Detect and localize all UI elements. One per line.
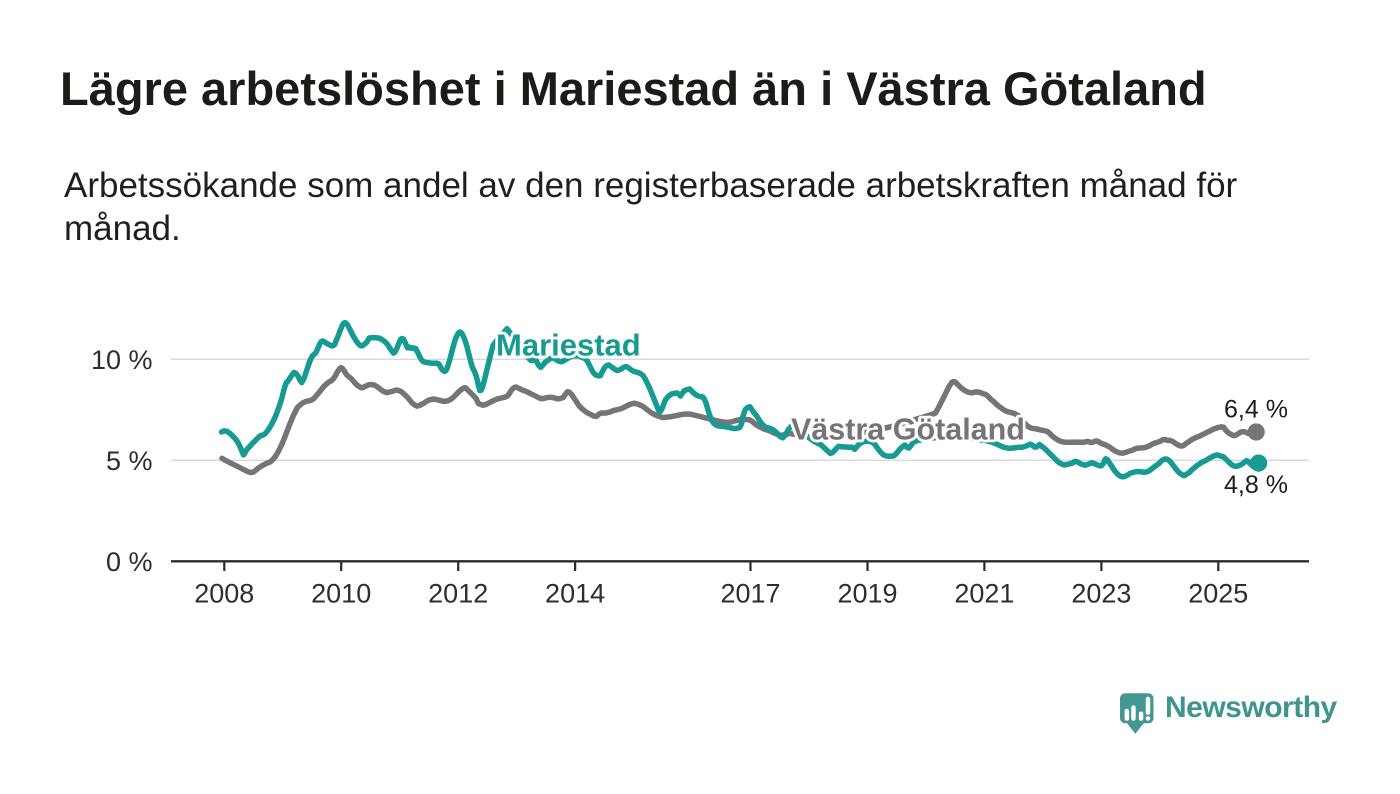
svg-text:2017: 2017 [720,579,780,609]
svg-text:2012: 2012 [428,579,488,609]
svg-text:2019: 2019 [837,579,897,609]
svg-text:0 %: 0 % [106,547,153,577]
svg-text:2010: 2010 [311,579,371,609]
svg-text:6,4 %: 6,4 % [1224,396,1288,424]
svg-text:2008: 2008 [194,579,254,609]
svg-text:2023: 2023 [1071,579,1131,609]
svg-text:5 %: 5 % [106,446,153,476]
svg-text:2021: 2021 [954,579,1014,609]
svg-text:Västra Götaland: Västra Götaland [791,412,1025,446]
svg-text:10 %: 10 % [91,345,153,375]
svg-text:2014: 2014 [545,579,605,609]
svg-text:2025: 2025 [1188,579,1248,609]
svg-text:4,8 %: 4,8 % [1224,471,1288,499]
svg-text:Mariestad: Mariestad [496,327,641,362]
